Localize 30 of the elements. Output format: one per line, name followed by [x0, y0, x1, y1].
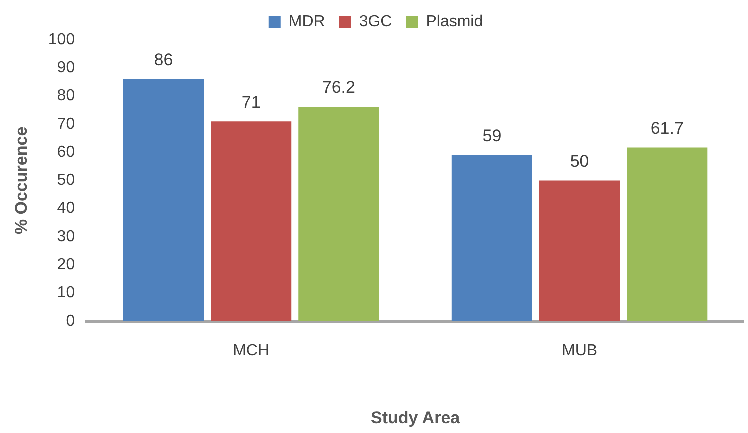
bar: [627, 148, 708, 322]
data-label: 50: [570, 152, 590, 171]
y-tick-label: 80: [57, 88, 76, 105]
y-tick-label: 40: [57, 200, 76, 218]
data-label: 86: [154, 50, 174, 70]
bar: [211, 122, 292, 322]
data-label: 71: [242, 92, 261, 112]
y-tick-label: 10: [57, 284, 76, 302]
bar: [298, 106, 380, 322]
data-label: 76.2: [322, 78, 356, 98]
legend-label: Plasmid: [426, 13, 484, 30]
y-axis-title: % Occurence: [12, 126, 31, 235]
legend-label: 3GC: [359, 13, 392, 30]
x-tick-label: MCH: [233, 342, 270, 360]
y-tick-label: 20: [57, 256, 76, 274]
bar: [539, 180, 620, 322]
data-label: 61.7: [650, 118, 684, 138]
y-tick-label: 30: [57, 228, 76, 246]
y-tick-label: 70: [57, 116, 76, 133]
data-label: 59: [482, 126, 502, 146]
y-tick-label: 50: [57, 172, 76, 190]
bar: [452, 155, 532, 322]
bar: [123, 79, 204, 322]
y-tick-label: 0: [66, 312, 76, 330]
y-tick-label: 90: [57, 60, 76, 77]
x-axis-title: Study Area: [370, 408, 461, 428]
x-tick-label: MUB: [562, 342, 598, 360]
legend-label: MDR: [288, 13, 326, 30]
y-tick-label: 60: [57, 144, 76, 161]
y-tick-label: 100: [48, 31, 76, 48]
